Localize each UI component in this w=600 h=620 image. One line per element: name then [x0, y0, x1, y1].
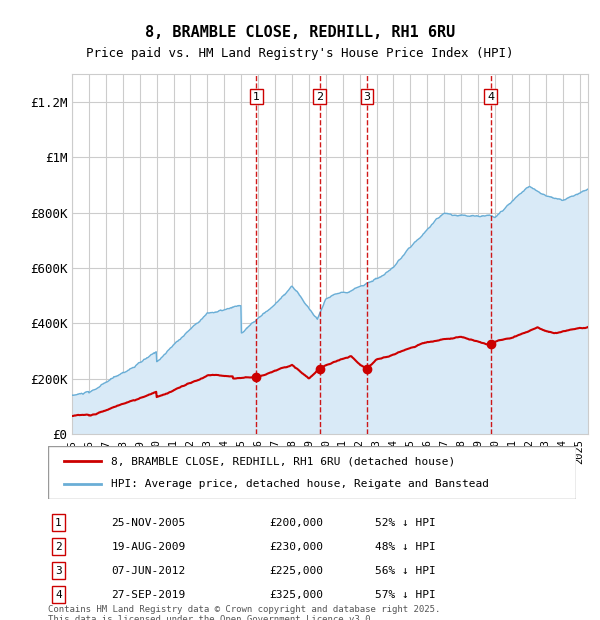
- Text: 8, BRAMBLE CLOSE, REDHILL, RH1 6RU: 8, BRAMBLE CLOSE, REDHILL, RH1 6RU: [145, 25, 455, 40]
- Text: £225,000: £225,000: [270, 565, 324, 575]
- Text: £200,000: £200,000: [270, 518, 324, 528]
- Text: 56% ↓ HPI: 56% ↓ HPI: [376, 565, 436, 575]
- Text: Contains HM Land Registry data © Crown copyright and database right 2025.
This d: Contains HM Land Registry data © Crown c…: [48, 604, 440, 620]
- Text: 4: 4: [55, 590, 62, 600]
- Text: 3: 3: [55, 565, 62, 575]
- Text: 1: 1: [55, 518, 62, 528]
- FancyBboxPatch shape: [48, 446, 576, 499]
- Text: 48% ↓ HPI: 48% ↓ HPI: [376, 542, 436, 552]
- Text: 19-AUG-2009: 19-AUG-2009: [112, 542, 185, 552]
- Text: 2: 2: [55, 542, 62, 552]
- Text: 52% ↓ HPI: 52% ↓ HPI: [376, 518, 436, 528]
- Text: £325,000: £325,000: [270, 590, 324, 600]
- Text: HPI: Average price, detached house, Reigate and Banstead: HPI: Average price, detached house, Reig…: [112, 479, 490, 489]
- Text: 25-NOV-2005: 25-NOV-2005: [112, 518, 185, 528]
- Text: 8, BRAMBLE CLOSE, REDHILL, RH1 6RU (detached house): 8, BRAMBLE CLOSE, REDHILL, RH1 6RU (deta…: [112, 456, 455, 466]
- Text: 1: 1: [253, 92, 260, 102]
- Text: 4: 4: [487, 92, 494, 102]
- Text: £230,000: £230,000: [270, 542, 324, 552]
- Text: 57% ↓ HPI: 57% ↓ HPI: [376, 590, 436, 600]
- Text: 3: 3: [364, 92, 371, 102]
- Text: 07-JUN-2012: 07-JUN-2012: [112, 565, 185, 575]
- Text: 2: 2: [316, 92, 323, 102]
- Text: 27-SEP-2019: 27-SEP-2019: [112, 590, 185, 600]
- Text: Price paid vs. HM Land Registry's House Price Index (HPI): Price paid vs. HM Land Registry's House …: [86, 46, 514, 60]
